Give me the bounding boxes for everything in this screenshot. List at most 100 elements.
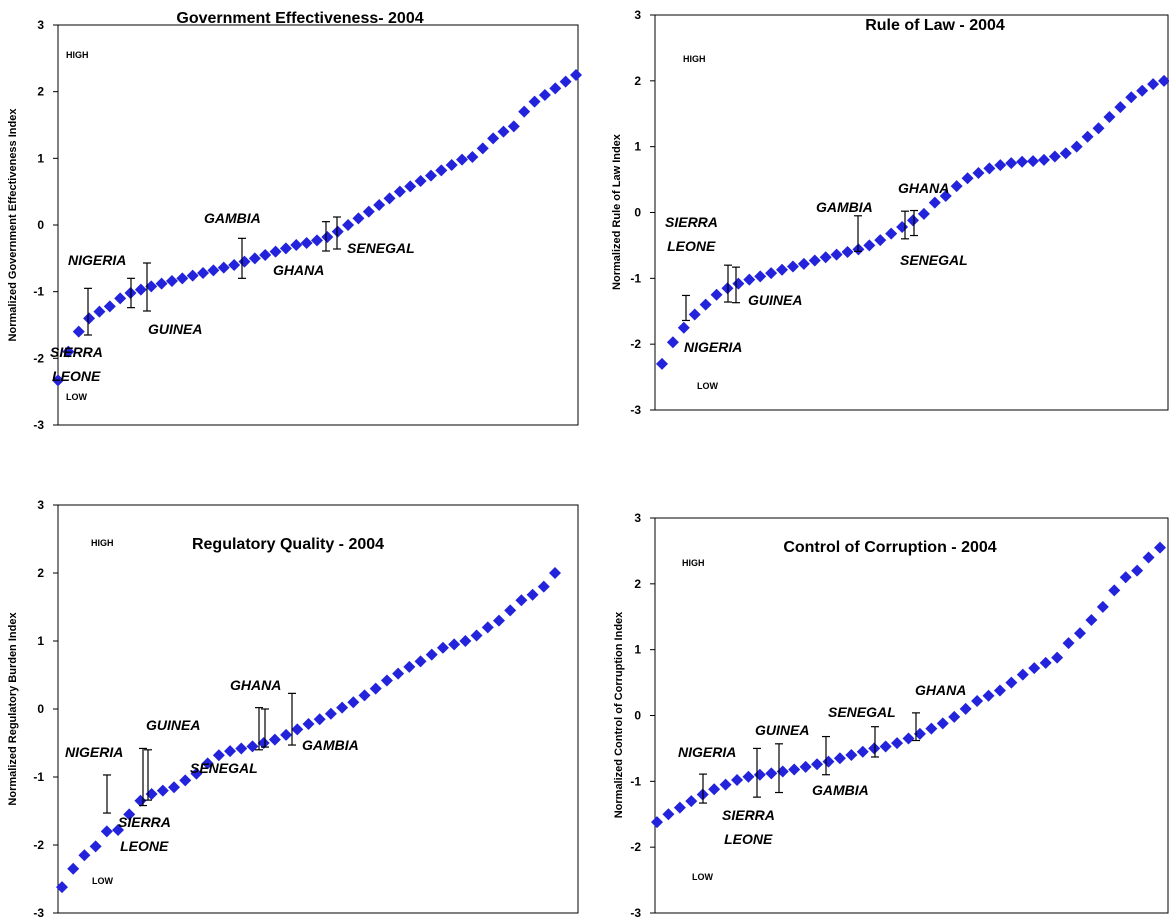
- marker: [1037, 153, 1050, 166]
- marker: [238, 255, 251, 268]
- error-bar: [333, 216, 341, 250]
- marker: [677, 321, 690, 334]
- marker: [656, 357, 668, 370]
- y-axis-label: Normalized Government Effectiveness Inde…: [7, 108, 19, 342]
- marker: [380, 674, 393, 687]
- marker: [212, 749, 225, 762]
- marker: [1119, 571, 1132, 584]
- marker: [228, 259, 241, 271]
- marker: [950, 180, 963, 193]
- error-bar: [871, 726, 879, 758]
- country-label: GAMBIA: [816, 199, 873, 215]
- marker: [1005, 157, 1018, 170]
- marker: [67, 862, 80, 875]
- marker: [1027, 155, 1040, 168]
- marker: [481, 621, 494, 634]
- error-bar: [775, 743, 783, 794]
- y-tick-label: 3: [37, 18, 44, 32]
- marker: [868, 742, 881, 755]
- marker: [259, 249, 272, 261]
- marker: [1154, 541, 1166, 554]
- marker: [459, 635, 472, 647]
- y-tick-label: -2: [33, 838, 44, 852]
- y-tick-label: -1: [33, 770, 44, 784]
- country-label: NIGERIA: [684, 339, 743, 355]
- marker: [1016, 668, 1029, 681]
- chart-title: Rule of Law - 2004: [865, 17, 1005, 34]
- country-label: SENEGAL: [190, 760, 258, 776]
- marker: [731, 774, 744, 787]
- marker: [666, 336, 679, 349]
- marker: [1085, 614, 1098, 627]
- marker: [197, 267, 210, 279]
- marker: [207, 264, 220, 277]
- country-label: GUINEA: [748, 292, 803, 308]
- marker: [925, 722, 938, 735]
- y-tick-label: -1: [630, 271, 641, 285]
- marker: [994, 159, 1007, 172]
- marker: [103, 300, 116, 313]
- marker: [246, 740, 259, 753]
- marker: [179, 774, 192, 787]
- marker: [685, 795, 698, 808]
- marker: [414, 655, 427, 668]
- marker: [799, 760, 812, 773]
- country-label: SIERRA LEONE: [118, 814, 171, 854]
- marker: [466, 151, 479, 163]
- marker: [928, 196, 941, 209]
- annotation: LOW: [692, 872, 713, 882]
- error-bar: [682, 294, 690, 322]
- marker: [72, 325, 85, 338]
- country-label: SENEGAL: [347, 240, 415, 256]
- marker: [797, 257, 810, 270]
- annotation: HIGH: [682, 558, 705, 568]
- marker: [156, 784, 169, 797]
- marker: [476, 142, 489, 155]
- marker: [549, 567, 561, 579]
- marker: [112, 824, 125, 837]
- marker: [786, 260, 799, 273]
- error-bar: [822, 735, 830, 776]
- marker: [1081, 130, 1094, 143]
- y-axis-label: Normalized Regulatory Burden Index: [7, 612, 19, 806]
- marker: [833, 752, 846, 765]
- marker: [776, 765, 789, 778]
- error-bar: [901, 210, 909, 240]
- marker: [1062, 637, 1075, 650]
- marker: [907, 214, 919, 227]
- marker: [404, 180, 417, 193]
- y-tick-label: -3: [33, 906, 44, 919]
- marker: [754, 270, 767, 283]
- y-tick-label: 0: [37, 218, 44, 232]
- marker: [383, 192, 396, 205]
- marker: [313, 713, 326, 726]
- marker: [948, 710, 961, 723]
- country-label: SIERRA LEONE: [722, 807, 775, 847]
- marker: [902, 732, 915, 745]
- marker: [78, 849, 91, 862]
- marker: [651, 816, 663, 829]
- marker: [983, 162, 996, 175]
- y-tick-label: -2: [630, 337, 641, 351]
- marker: [302, 717, 315, 730]
- marker: [1016, 155, 1029, 168]
- marker: [487, 132, 500, 145]
- marker: [507, 120, 520, 133]
- marker: [331, 225, 344, 238]
- marker: [708, 783, 721, 796]
- marker: [347, 696, 360, 709]
- marker: [1039, 656, 1052, 669]
- marker: [336, 701, 349, 714]
- country-label: GUINEA: [755, 722, 810, 738]
- marker: [917, 207, 930, 220]
- country-label: SENEGAL: [828, 704, 896, 720]
- marker: [719, 778, 732, 791]
- y-tick-label: 0: [634, 709, 641, 723]
- y-tick-label: -3: [630, 403, 641, 417]
- marker: [362, 205, 375, 218]
- y-tick-label: 1: [634, 140, 641, 154]
- country-label: SIERRA LEONE: [665, 214, 718, 254]
- marker: [342, 219, 355, 231]
- error-bar: [143, 262, 151, 312]
